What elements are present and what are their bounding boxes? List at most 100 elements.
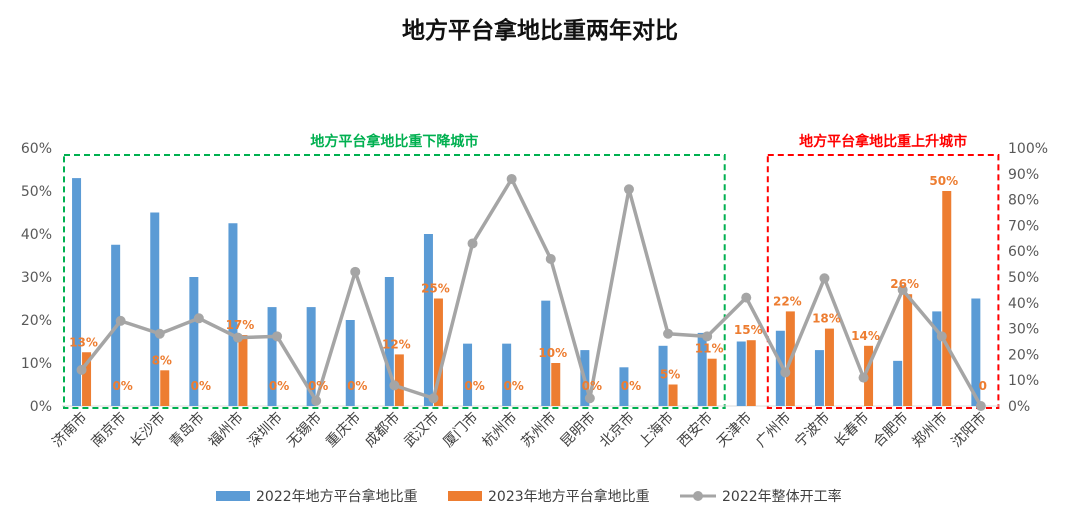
bar-2023 bbox=[707, 358, 717, 406]
line-point bbox=[975, 401, 986, 411]
data-label: 22% bbox=[773, 294, 802, 308]
line-series bbox=[76, 173, 986, 411]
right-tick-label: 40% bbox=[1008, 296, 1039, 312]
bar-2022 bbox=[971, 298, 981, 406]
category-label: 武汉市 bbox=[401, 409, 443, 451]
right-tick-label: 0% bbox=[1008, 399, 1030, 415]
right-tick-label: 70% bbox=[1008, 218, 1039, 234]
line-point bbox=[154, 328, 165, 339]
bar-2022 bbox=[775, 330, 785, 406]
right-tick-label: 80% bbox=[1008, 193, 1039, 209]
legend-label-line: 2022年整体开工率 bbox=[722, 488, 842, 505]
category-label: 西安市 bbox=[674, 409, 716, 451]
bar-2022 bbox=[267, 307, 277, 406]
line-point bbox=[115, 315, 126, 326]
bar-2023 bbox=[903, 294, 913, 406]
category-label: 福州市 bbox=[205, 409, 247, 451]
data-label: 11% bbox=[695, 342, 724, 356]
bar-2022 bbox=[463, 343, 473, 406]
category-label: 深圳市 bbox=[244, 409, 286, 451]
bar-2023 bbox=[238, 335, 248, 406]
category-label: 无锡市 bbox=[283, 409, 325, 451]
legend: 2022年地方平台拿地比重 2023年地方平台拿地比重 2022年整体开工率 bbox=[216, 488, 842, 505]
line-point bbox=[702, 331, 713, 342]
data-label: 25% bbox=[421, 282, 450, 296]
bar-2023 bbox=[824, 328, 834, 406]
line-point bbox=[350, 266, 361, 277]
bar-2023 bbox=[433, 298, 443, 406]
bar-2023 bbox=[668, 384, 678, 406]
data-label: 0% bbox=[269, 379, 289, 393]
bar-2022 bbox=[423, 234, 433, 406]
line-point bbox=[584, 393, 595, 404]
bar-2022 bbox=[150, 212, 160, 406]
category-label: 苏州市 bbox=[518, 409, 560, 451]
right-tick-label: 60% bbox=[1008, 244, 1039, 260]
bar-series bbox=[72, 178, 981, 406]
bar-2023 bbox=[864, 345, 874, 406]
line-point bbox=[741, 292, 752, 303]
region-label: 地方平台拿地比重下降城市 bbox=[310, 133, 478, 150]
category-label: 上海市 bbox=[635, 409, 677, 451]
left-tick-label: 10% bbox=[21, 356, 52, 372]
category-label: 北京市 bbox=[596, 409, 638, 451]
line-point bbox=[663, 328, 674, 339]
data-label: 0% bbox=[464, 379, 484, 393]
data-label: 18% bbox=[812, 312, 841, 326]
category-label: 天津市 bbox=[713, 409, 755, 451]
category-label: 长沙市 bbox=[127, 409, 169, 451]
line-point bbox=[819, 273, 830, 284]
right-tick-label: 20% bbox=[1008, 347, 1039, 363]
line-point bbox=[623, 184, 634, 195]
category-label: 杭州市 bbox=[479, 409, 521, 451]
category-label: 青岛市 bbox=[166, 409, 208, 451]
data-label: 5% bbox=[660, 368, 680, 382]
data-label: 10% bbox=[538, 346, 567, 360]
bar-2022 bbox=[932, 311, 942, 406]
line-point bbox=[272, 331, 283, 342]
data-label: 17% bbox=[226, 318, 255, 332]
category-label: 济南市 bbox=[49, 409, 91, 451]
data-label: 0% bbox=[503, 379, 523, 393]
line-point bbox=[897, 284, 908, 295]
data-label: 12% bbox=[382, 337, 411, 351]
left-tick-label: 60% bbox=[21, 141, 52, 157]
bar-2023 bbox=[82, 352, 92, 406]
left-tick-label: 0% bbox=[30, 399, 52, 415]
bar-2022 bbox=[306, 307, 316, 406]
line-point bbox=[193, 313, 204, 324]
right-tick-label: 10% bbox=[1008, 373, 1039, 389]
left-y-axis: 0% 10% 20% 30% 40% 50% 60% bbox=[21, 141, 1000, 415]
region-box bbox=[766, 154, 1000, 409]
category-label: 重庆市 bbox=[322, 409, 364, 451]
bar-2022 bbox=[814, 350, 824, 406]
category-label: 南京市 bbox=[88, 409, 130, 451]
region-boxes: 地方平台拿地比重下降城市 地方平台拿地比重上升城市 bbox=[63, 133, 1000, 409]
legend-label-2023: 2023年地方平台拿地比重 bbox=[488, 488, 650, 505]
data-labels: 13% 0% 8% 0% 17% 0% 0% 0% 12% 25% 0% 0% 10% 0% 0% 5% 11%… bbox=[69, 174, 987, 393]
bar-2022 bbox=[502, 343, 512, 406]
chart-title: 地方平台拿地比重两年对比 bbox=[402, 17, 678, 44]
right-tick-label: 90% bbox=[1008, 167, 1039, 183]
data-label: 14% bbox=[851, 329, 880, 343]
legend-swatch-2023 bbox=[448, 491, 482, 501]
category-label: 成都市 bbox=[361, 409, 403, 451]
legend-marker-line bbox=[693, 491, 703, 501]
category-label: 昆明市 bbox=[557, 409, 599, 451]
bar-2022 bbox=[619, 367, 629, 406]
bar-2022 bbox=[228, 223, 238, 406]
data-label: 0% bbox=[112, 379, 132, 393]
line-point bbox=[780, 367, 791, 378]
line-point bbox=[232, 332, 243, 343]
line-point bbox=[936, 331, 947, 342]
bar-2022 bbox=[658, 345, 668, 406]
region-label: 地方平台拿地比重上升城市 bbox=[799, 133, 967, 150]
line-point bbox=[76, 364, 87, 375]
right-tick-label: 50% bbox=[1008, 270, 1039, 286]
data-label: 50% bbox=[929, 174, 958, 188]
bar-2022 bbox=[384, 277, 394, 406]
bar-2023 bbox=[746, 340, 756, 406]
line-point bbox=[311, 395, 322, 406]
data-label: 15% bbox=[734, 323, 763, 337]
